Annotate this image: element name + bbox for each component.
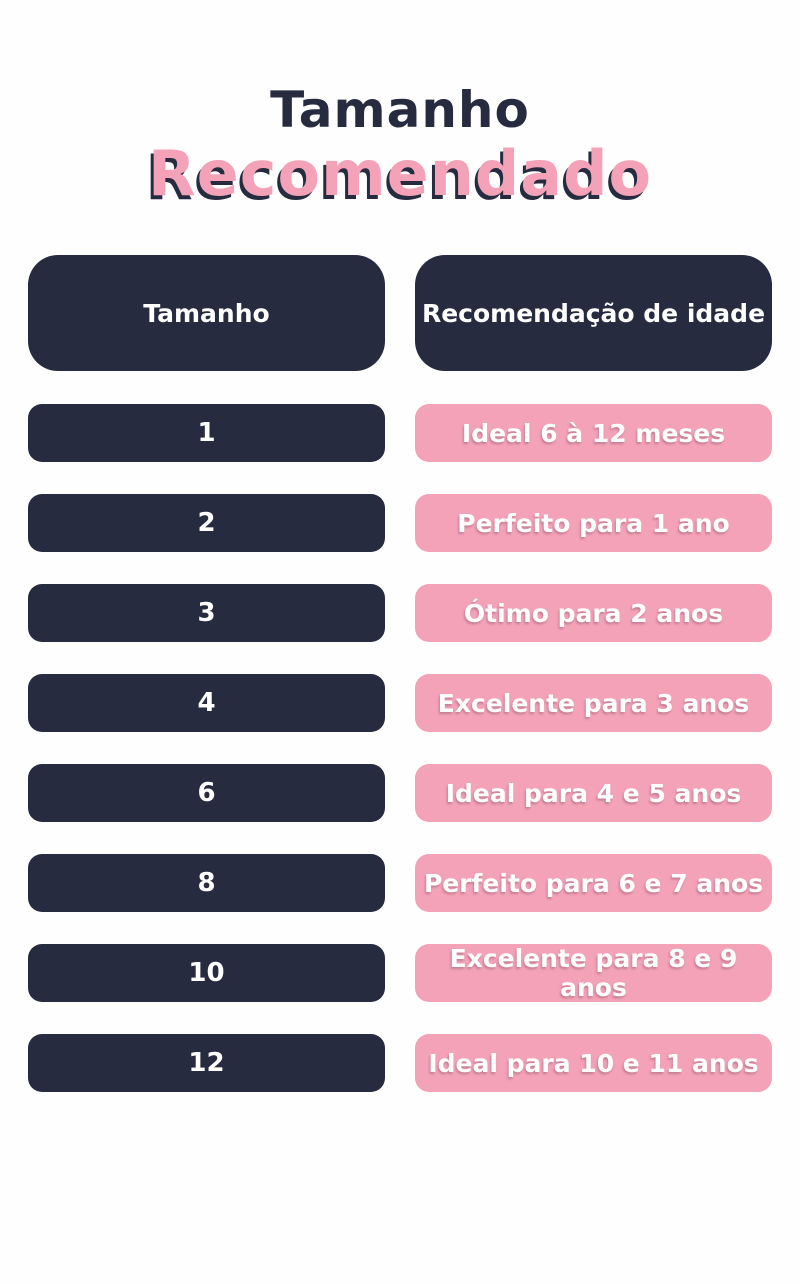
recommendation-cell: Perfeito para 6 e 7 anos	[415, 854, 772, 912]
recommendation-cell: Ideal para 10 e 11 anos	[415, 1034, 772, 1092]
size-cell: 3	[28, 584, 385, 642]
column-header-age-recommendation: Recomendação de idade	[415, 255, 772, 371]
table-row: 8 Perfeito para 6 e 7 anos	[28, 854, 772, 912]
size-cell: 1	[28, 404, 385, 462]
recommendation-cell: Perfeito para 1 ano	[415, 494, 772, 552]
title-line-tamanho: Tamanho	[270, 81, 530, 139]
table-row: 6 Ideal para 4 e 5 anos	[28, 764, 772, 822]
table-row: 4 Excelente para 3 anos	[28, 674, 772, 732]
table-row: 12 Ideal para 10 e 11 anos	[28, 1034, 772, 1092]
column-header-size: Tamanho	[28, 255, 385, 371]
table-row: 10 Excelente para 8 e 9 anos	[28, 944, 772, 1002]
table-row: 3 Ótimo para 2 anos	[28, 584, 772, 642]
size-cell: 10	[28, 944, 385, 1002]
size-cell: 4	[28, 674, 385, 732]
recommendation-cell: Ideal 6 à 12 meses	[415, 404, 772, 462]
recommendation-cell: Excelente para 8 e 9 anos	[415, 944, 772, 1002]
recommendation-cell: Ótimo para 2 anos	[415, 584, 772, 642]
size-cell: 8	[28, 854, 385, 912]
table-header-row: Tamanho Recomendação de idade	[28, 255, 772, 371]
recommendation-cell: Ideal para 4 e 5 anos	[415, 764, 772, 822]
table-row: 1 Ideal 6 à 12 meses	[28, 404, 772, 462]
page-title: Tamanho Recomendado	[0, 84, 800, 206]
size-cell: 6	[28, 764, 385, 822]
size-table: Tamanho Recomendação de idade 1 Ideal 6 …	[28, 255, 772, 1092]
recommendation-cell: Excelente para 3 anos	[415, 674, 772, 732]
table-row: 2 Perfeito para 1 ano	[28, 494, 772, 552]
size-chart-page: Tamanho Recomendado Tamanho Recomendação…	[0, 84, 800, 1284]
size-cell: 2	[28, 494, 385, 552]
size-cell: 12	[28, 1034, 385, 1092]
title-line-recomendado: Recomendado	[147, 137, 653, 210]
